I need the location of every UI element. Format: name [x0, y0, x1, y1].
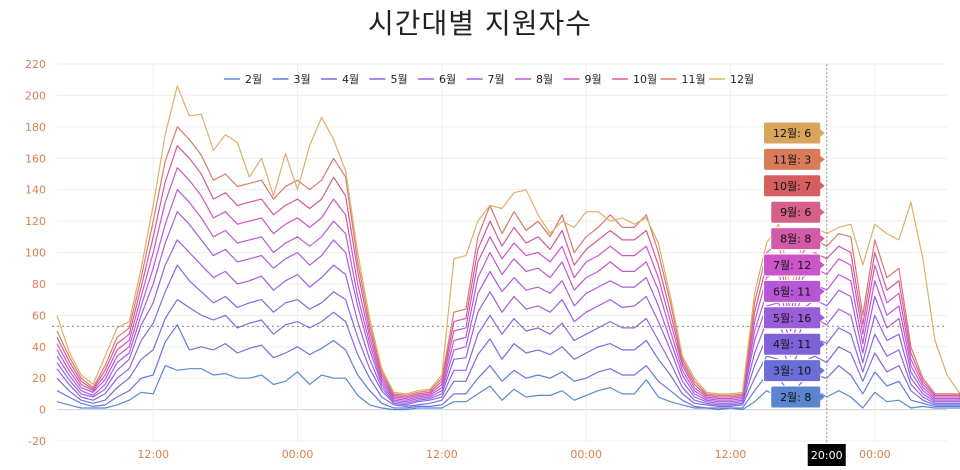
tooltip-entry: 12월: 6 — [763, 121, 825, 145]
series-line — [56, 239, 960, 404]
tooltip-label: 8월: 8 — [780, 233, 811, 246]
hover-cursor: 20:00 — [807, 64, 846, 466]
legend-label: 6월 — [439, 73, 456, 86]
tooltip-entry: 10월: 7 — [763, 174, 825, 198]
legend-label: 4월 — [342, 73, 359, 86]
series-line — [56, 365, 960, 411]
y-tick-label: 220 — [25, 58, 46, 71]
y-tick-label: 80 — [32, 278, 46, 291]
tooltip-entry: 6월: 11 — [763, 279, 825, 303]
legend[interactable]: 2월 3월 4월 5월 6월 7월 8월 9월 10월 11월 12월 — [224, 73, 754, 86]
y-tick-label: 160 — [25, 152, 46, 165]
tooltip-pointer — [819, 155, 825, 164]
y-tick-label: 200 — [25, 89, 46, 102]
tooltip-entry: 5월: 16 — [763, 306, 825, 330]
y-tick-label: 180 — [25, 121, 46, 134]
x-tick-label: 00:00 — [859, 448, 891, 461]
y-tick-label: -20 — [28, 435, 46, 448]
y-tick-label: 0 — [39, 404, 46, 417]
legend-label: 8월 — [536, 73, 553, 86]
y-tick-label: 120 — [25, 215, 46, 228]
legend-item[interactable]: 6월 — [418, 73, 456, 86]
tooltip-pointer — [819, 340, 825, 349]
tooltip-pointer — [819, 129, 825, 137]
legend-label: 5월 — [391, 73, 408, 86]
tooltip-pointer — [819, 261, 825, 269]
tooltip-entry: 8월: 8 — [770, 227, 825, 251]
tooltip-pointer — [819, 208, 825, 217]
tooltip-entry: 2월: 8 — [770, 385, 825, 409]
tooltip-label: 4월: 11 — [773, 338, 811, 351]
legend-item[interactable]: 11월 — [660, 73, 706, 86]
tooltip-pointer — [819, 393, 825, 401]
tooltip-entry: 9월: 6 — [770, 200, 825, 224]
x-axis-ticks: 12:00 00:00 12:00 00:00 12:00 00:00 — [137, 448, 890, 461]
cursor-label-box — [807, 444, 846, 466]
legend-label: 7월 — [488, 73, 505, 86]
y-axis-ticks: -20 0 20 40 60 80 100 120 140 160 180 200 220 — [25, 58, 46, 448]
series-line — [56, 85, 960, 395]
tooltip-pointer — [819, 234, 825, 243]
legend-item[interactable]: 7월 — [466, 73, 505, 86]
legend-item[interactable]: 3월 — [272, 73, 311, 86]
tooltip-label: 5월: 16 — [773, 312, 811, 325]
x-tick-label: 12:00 — [715, 448, 747, 461]
legend-item[interactable]: 10월 — [612, 73, 657, 86]
x-tick-label: 12:00 — [426, 448, 458, 461]
series-line — [56, 126, 960, 396]
x-tick-label: 12:00 — [137, 448, 169, 461]
tooltip-entry: 4월: 11 — [763, 332, 825, 356]
legend-label: 10월 — [633, 73, 657, 86]
y-tick-label: 20 — [32, 372, 46, 385]
tooltip-pointer — [819, 366, 825, 375]
legend-item[interactable]: 8월 — [515, 73, 553, 86]
tooltip-pointer — [819, 287, 825, 296]
tooltip-entry: 11월: 3 — [763, 147, 825, 171]
series-line — [56, 299, 960, 407]
legend-item[interactable]: 9월 — [563, 73, 602, 86]
series-line — [56, 211, 960, 403]
y-tick-label: 60 — [32, 309, 46, 322]
series-lines — [56, 85, 960, 411]
y-tick-label: 140 — [25, 184, 46, 197]
legend-label: 2월 — [245, 73, 262, 86]
legend-label: 9월 — [585, 73, 602, 86]
grid-lines — [57, 63, 947, 442]
tooltip-label: 12월: 6 — [773, 127, 811, 140]
y-tick-label: 40 — [32, 341, 46, 354]
legend-label: 12월 — [730, 73, 754, 86]
tooltip-entry: 3월: 10 — [763, 359, 825, 383]
x-tick-label: 00:00 — [282, 448, 314, 461]
tooltip-label: 3월: 10 — [773, 365, 811, 378]
legend-label: 3월 — [294, 73, 311, 86]
cursor-label: 20:00 — [811, 449, 843, 462]
series-line — [56, 264, 960, 406]
legend-item[interactable]: 2월 — [224, 73, 262, 86]
y-tick-label: 100 — [25, 247, 46, 260]
tooltip-label: 2월: 8 — [780, 391, 811, 404]
legend-item[interactable]: 4월 — [321, 73, 359, 86]
legend-label: 11월 — [682, 73, 706, 86]
x-tick-label: 00:00 — [570, 448, 602, 461]
legend-item[interactable]: 12월 — [709, 73, 754, 86]
tooltip-stack: 12월: 6 11월: 3 10월: 7 9월: 6 8월: 8 7월: 12 6월: 11… — [763, 121, 825, 409]
tooltip-pointer — [819, 181, 825, 190]
legend-item[interactable]: 5월 — [369, 73, 408, 86]
tooltip-pointer — [819, 313, 825, 322]
tooltip-label: 7월: 12 — [773, 259, 811, 272]
tooltip-label: 9월: 6 — [780, 206, 811, 219]
tooltip-entry: 7월: 12 — [763, 253, 825, 277]
tooltip-label: 10월: 7 — [773, 180, 811, 193]
tooltip-label: 11월: 3 — [773, 153, 811, 166]
tooltip-label: 6월: 11 — [773, 285, 811, 298]
chart-title: 시간대별 지원자수 — [368, 7, 592, 40]
